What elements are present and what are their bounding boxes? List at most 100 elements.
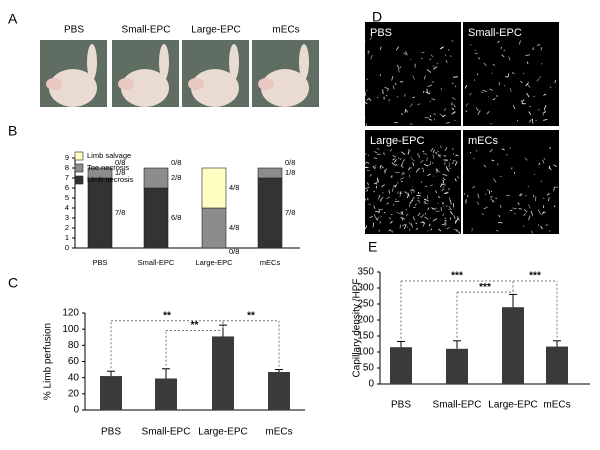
vessel-speckle <box>435 152 438 155</box>
vessel-speckle <box>441 224 447 226</box>
vessel-speckle <box>553 205 556 208</box>
legend-label: Toe necrosis <box>87 163 129 172</box>
mouse-body <box>121 69 169 107</box>
vessel-speckle <box>382 89 384 95</box>
vessel-speckle <box>433 66 438 70</box>
vessel-speckle <box>440 207 442 212</box>
vessel-speckle <box>376 147 380 151</box>
vessel-speckle <box>490 195 493 199</box>
bar <box>446 348 468 384</box>
value-label: 1/8 <box>115 168 125 177</box>
bar <box>268 372 290 410</box>
vessel-speckle <box>453 104 456 108</box>
vessel-speckle <box>432 175 435 177</box>
vessel-speckle <box>432 149 435 153</box>
vessel-speckle <box>363 163 367 166</box>
vessel-speckle <box>396 211 402 215</box>
y-tick-label: 1 <box>65 233 69 242</box>
mouse-body <box>191 69 239 107</box>
value-label: 1/8 <box>285 168 295 177</box>
bar-segment <box>257 177 283 249</box>
vessel-speckle <box>373 190 375 193</box>
x-tick-label: PBS <box>391 400 411 411</box>
vessel-speckle <box>393 159 397 163</box>
vessel-speckle <box>432 154 435 159</box>
image-label: Large-EPC <box>370 135 424 147</box>
vessel-speckle <box>530 210 533 216</box>
vessel-speckle <box>415 227 419 231</box>
vessel-speckle <box>386 89 389 92</box>
x-tick-label: mECs <box>260 258 281 267</box>
vessel-speckle <box>388 189 391 194</box>
vessel-speckle <box>443 178 446 181</box>
vessel-speckle <box>368 51 370 53</box>
vessel-speckle <box>430 54 434 58</box>
vessel-speckle <box>379 164 382 168</box>
vessel-speckle <box>430 228 433 231</box>
vessel-speckle <box>379 73 381 77</box>
vessel-speckle <box>524 157 528 161</box>
vessel-speckle <box>395 46 399 51</box>
vessel-speckle <box>394 83 397 85</box>
vessel-speckle <box>526 83 531 88</box>
y-tick-label: 50 <box>363 363 375 374</box>
micrograph <box>463 130 559 234</box>
vessel-speckle <box>415 222 418 225</box>
vessel-speckle <box>424 198 429 202</box>
vessel-speckle <box>420 221 425 224</box>
vessel-speckle <box>437 154 442 157</box>
vessel-speckle <box>538 162 541 166</box>
vessel-speckle <box>423 75 426 80</box>
vessel-speckle <box>363 101 368 105</box>
vessel-speckle <box>404 108 407 113</box>
vessel-speckle <box>372 165 375 168</box>
vessel-speckle <box>407 192 410 197</box>
vessel-speckle <box>403 52 408 56</box>
x-tick-label: PBS <box>101 427 121 438</box>
vessel-speckle <box>379 196 384 201</box>
vessel-speckle <box>535 119 537 122</box>
mouse-leg <box>188 78 204 90</box>
vessel-speckle <box>410 189 413 194</box>
vessel-speckle <box>395 164 398 166</box>
vessel-speckle <box>464 85 467 89</box>
vessel-speckle <box>454 218 459 223</box>
vessel-speckle <box>429 223 431 227</box>
value-label: 2/8 <box>171 173 181 182</box>
vessel-speckle <box>444 147 448 152</box>
vessel-speckle <box>511 72 515 75</box>
panel-letter: B <box>8 123 17 139</box>
vessel-speckle <box>388 217 392 220</box>
vessel-speckle <box>422 222 426 227</box>
vessel-speckle <box>422 152 428 156</box>
vessel-speckle <box>518 208 522 210</box>
vessel-speckle <box>465 103 469 107</box>
vessel-speckle <box>388 229 392 232</box>
vessel-speckle <box>537 209 541 215</box>
micrograph <box>463 22 559 126</box>
y-tick-label: 80 <box>68 340 80 351</box>
vessel-speckle <box>546 193 550 196</box>
vessel-speckle <box>415 170 418 173</box>
vessel-speckle <box>376 177 379 183</box>
vessel-speckle <box>490 198 495 202</box>
y-tick-label: 250 <box>357 299 374 310</box>
vessel-speckle <box>377 96 379 99</box>
y-tick-label: 3 <box>65 213 69 222</box>
vessel-speckle <box>451 39 454 43</box>
y-tick-label: 200 <box>357 315 374 326</box>
vessel-speckle <box>553 164 557 167</box>
vessel-speckle <box>407 149 411 152</box>
vessel-speckle <box>427 84 433 87</box>
vessel-speckle <box>380 216 382 218</box>
vessel-speckle <box>522 72 525 75</box>
significance-label: ** <box>247 310 255 321</box>
vessel-speckle <box>407 150 410 155</box>
y-axis-label: Capillary density /HPF <box>352 279 363 378</box>
vessel-speckle <box>483 164 487 168</box>
photo-label: mECs <box>272 25 299 36</box>
photo-label: Small-EPC <box>122 25 171 36</box>
legend-label: Limb necrosis <box>87 175 134 184</box>
image-label: PBS <box>370 27 392 39</box>
vessel-speckle <box>543 108 546 112</box>
